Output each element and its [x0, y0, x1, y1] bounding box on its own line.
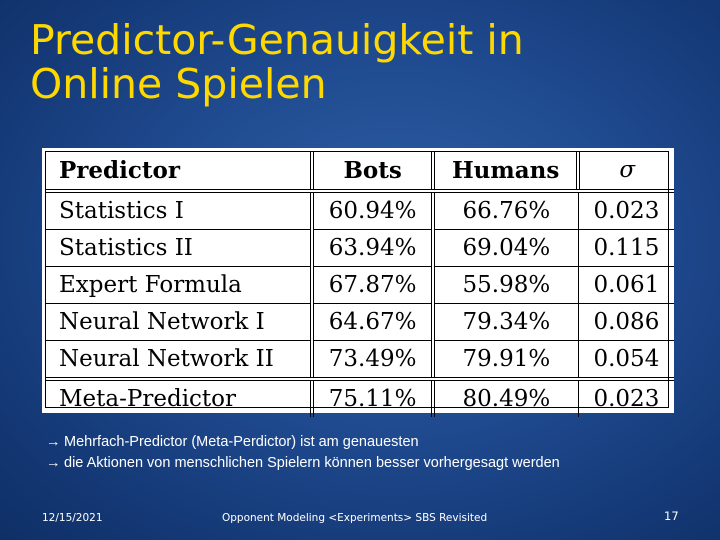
- results-table: Predictor Bots Humans σ Statistics I 60.…: [45, 151, 674, 417]
- header-humans: Humans: [430, 151, 579, 193]
- bullet-text: Mehrfach-Predictor (Meta-Perdictor) ist …: [64, 434, 419, 450]
- table-row-meta-predictor: Meta-Predictor 75.11% 80.49% 0.023: [45, 379, 674, 417]
- table-row: Statistics I 60.94% 66.76% 0.023: [45, 191, 674, 230]
- slide-title: Predictor-Genauigkeit in Online Spielen: [30, 18, 690, 106]
- footer-date: 12/15/2021: [42, 512, 103, 524]
- cell-sigma: 0.054: [577, 340, 674, 381]
- header-predictor: Predictor: [45, 151, 313, 193]
- cell-humans: 66.76%: [430, 191, 579, 230]
- cell-humans: 69.04%: [430, 229, 579, 267]
- cell-bots: 64.67%: [310, 303, 433, 341]
- cell-sigma: 0.086: [577, 303, 674, 341]
- cell-humans: 80.49%: [430, 379, 579, 417]
- slide-title-line-2: Online Spielen: [30, 60, 327, 108]
- cell-predictor: Neural Network II: [45, 340, 313, 381]
- cell-sigma: 0.023: [577, 191, 674, 230]
- bullet-list: → Mehrfach-Predictor (Meta-Perdictor) ist…: [46, 432, 560, 474]
- cell-predictor: Neural Network I: [45, 303, 313, 341]
- table-row: Neural Network I 64.67% 79.34% 0.086: [45, 303, 674, 341]
- cell-sigma: 0.115: [577, 229, 674, 267]
- table-row: Statistics II 63.94% 69.04% 0.115: [45, 229, 674, 267]
- bullet-item: → die Aktionen von menschlichen Spielern …: [46, 453, 560, 474]
- cell-predictor: Meta-Predictor: [59, 386, 237, 412]
- cell-humans: 79.34%: [430, 303, 579, 341]
- cell-sigma: 0.023: [577, 379, 674, 417]
- header-bots: Bots: [310, 151, 433, 193]
- footer-title: Opponent Modeling <Experiments> SBS Revi…: [222, 512, 488, 524]
- cell-bots: 60.94%: [310, 191, 433, 230]
- cell-humans: 79.91%: [430, 340, 579, 381]
- arrow-right-icon: →: [46, 455, 61, 471]
- slide-title-line-1: Predictor-Genauigkeit in: [30, 16, 524, 64]
- header-sigma: σ: [576, 151, 674, 193]
- cell-predictor: Statistics I: [45, 191, 313, 230]
- cell-bots: 67.87%: [310, 266, 433, 304]
- arrow-right-icon: →: [46, 434, 61, 450]
- table-header-row: Predictor Bots Humans σ: [45, 151, 674, 193]
- cell-bots: 73.49%: [310, 340, 433, 381]
- cell-sigma: 0.061: [577, 266, 674, 304]
- bullet-text: die Aktionen von menschlichen Spielern k…: [64, 455, 560, 471]
- table-row: Expert Formula 67.87% 55.98% 0.061: [45, 266, 674, 304]
- cell-bots: 63.94%: [310, 229, 433, 267]
- cell-bots: 75.11%: [310, 379, 433, 417]
- slide-number: 17: [664, 509, 679, 523]
- cell-predictor: Expert Formula: [45, 266, 313, 304]
- results-table-image: Predictor Bots Humans σ Statistics I 60.…: [42, 148, 674, 417]
- table-row: Neural Network II 73.49% 79.91% 0.054: [45, 340, 674, 381]
- cell-predictor: Statistics II: [45, 229, 313, 267]
- cell-humans: 55.98%: [430, 266, 579, 304]
- bullet-item: → Mehrfach-Predictor (Meta-Perdictor) ist…: [46, 432, 560, 453]
